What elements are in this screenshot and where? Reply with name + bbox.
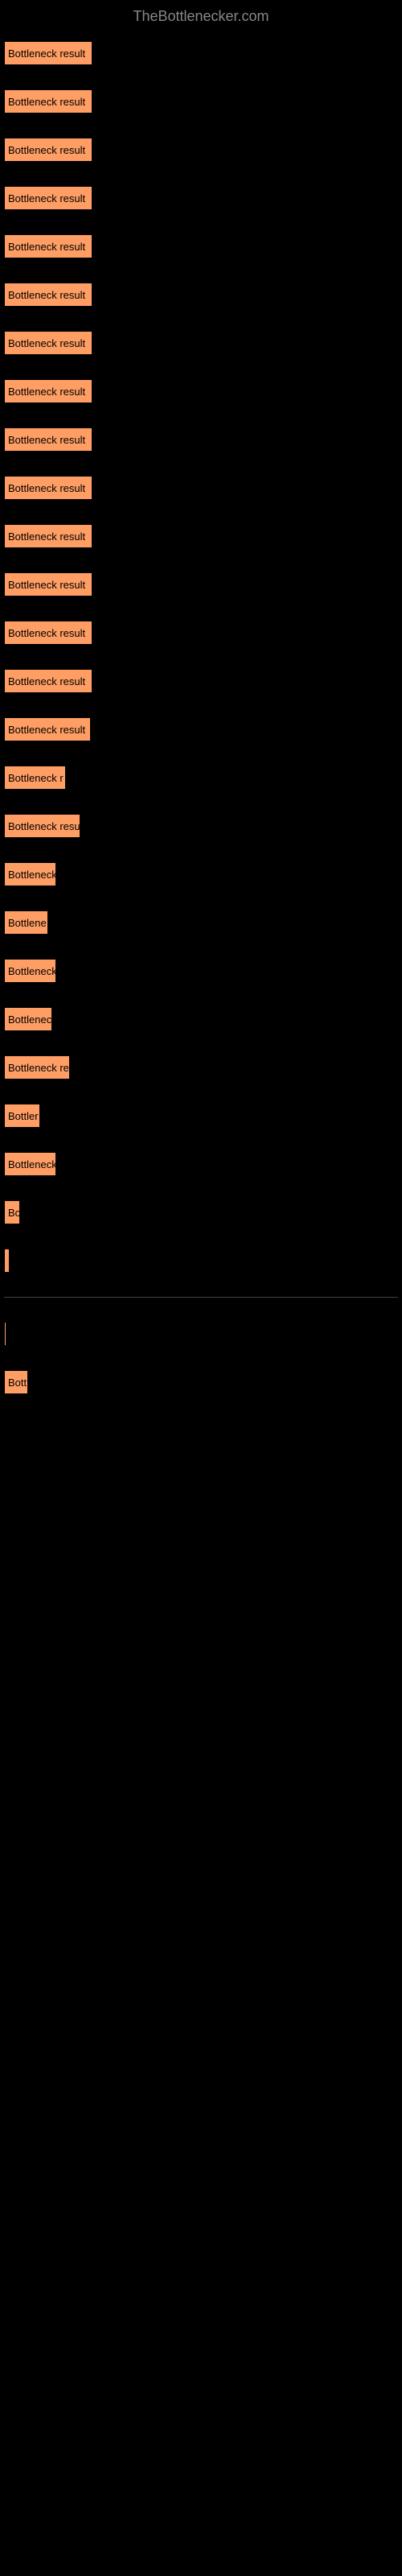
chart-bar[interactable]: Bottleneck <box>4 862 56 886</box>
bar-row: Bottleneck r <box>4 766 398 790</box>
chart-bar[interactable]: Bottleneck resu <box>4 814 80 838</box>
chart-bar[interactable]: Bottleneck <box>4 959 56 983</box>
chart-bar[interactable]: Bottleneck result <box>4 669 92 693</box>
chart-bar[interactable]: Bottleneck result <box>4 427 92 452</box>
bar-row: Bottleneck result <box>4 621 398 645</box>
bar-row: Bottleneck result <box>4 476 398 500</box>
chart-bar[interactable]: Bottleneck result <box>4 138 92 162</box>
chart-bar[interactable]: Bottlenec <box>4 1007 52 1031</box>
bar-label: Bottleneck result <box>8 675 85 687</box>
bar-label: Bottlenec <box>8 1013 51 1026</box>
chart-bar[interactable]: Bottleneck result <box>4 331 92 355</box>
bar-row: Bottleneck <box>4 1152 398 1176</box>
bar-label: Bottleneck result <box>8 724 85 736</box>
bar-row: Bottleneck result <box>4 89 398 114</box>
bar-row: Bottlene <box>4 910 398 935</box>
chart-container: Bottleneck result Bottleneck result Bottle… <box>0 41 402 1394</box>
chart-bar[interactable]: Bottleneck result <box>4 621 92 645</box>
chart-bar[interactable] <box>4 1322 6 1346</box>
bar-row: Bottler <box>4 1104 398 1128</box>
header: TheBottlenecker.com <box>0 0 402 41</box>
bar-row: Bottleneck result <box>4 427 398 452</box>
bar-label: Bottleneck result <box>8 627 85 639</box>
chart-bar[interactable]: Bottleneck result <box>4 89 92 114</box>
chart-bar[interactable]: Bottlene <box>4 910 48 935</box>
bar-row: Bottleneck result <box>4 572 398 597</box>
chart-bar[interactable]: Bottleneck <box>4 1152 56 1176</box>
bar-row: Bottleneck result <box>4 186 398 210</box>
bar-label: Bottleneck <box>8 965 56 977</box>
bar-row: Bottleneck result <box>4 331 398 355</box>
bar-label: Bottleneck resu <box>8 820 80 832</box>
bar-row <box>4 1249 398 1273</box>
bar-label: Bott <box>8 1377 27 1389</box>
chart-bar[interactable]: Bottleneck result <box>4 186 92 210</box>
bar-label: Bottleneck result <box>8 144 85 156</box>
bar-label: Bottleneck result <box>8 47 85 60</box>
chart-bar[interactable]: Bottleneck result <box>4 234 92 258</box>
bar-label: Bottleneck result <box>8 241 85 253</box>
bar-label: Bottleneck <box>8 1158 56 1170</box>
bar-label: Bottleneck result <box>8 337 85 349</box>
chart-bar[interactable]: Bottleneck result <box>4 524 92 548</box>
bar-row: Bottleneck result <box>4 379 398 403</box>
bar-label: Bottleneck result <box>8 96 85 108</box>
bar-row: Bottlenec <box>4 1007 398 1031</box>
chart-bar[interactable]: Bottleneck r <box>4 766 66 790</box>
bar-label: Bottleneck result <box>8 434 85 446</box>
bar-row: Bottleneck re <box>4 1055 398 1080</box>
bar-label: Bottleneck result <box>8 482 85 494</box>
site-title: TheBottlenecker.com <box>133 8 269 24</box>
bar-row: Bottleneck result <box>4 524 398 548</box>
bar-label: Bottleneck r <box>8 772 64 784</box>
bar-row: Bottleneck <box>4 862 398 886</box>
divider <box>4 1297 398 1298</box>
bar-row: Bott <box>4 1370 398 1394</box>
bar-row: Bo <box>4 1200 398 1224</box>
bar-row: Bottleneck <box>4 959 398 983</box>
chart-bar[interactable]: Bottler <box>4 1104 40 1128</box>
bar-label: Bottleneck result <box>8 386 85 398</box>
chart-bar[interactable] <box>4 1249 10 1273</box>
bar-row: Bottleneck result <box>4 283 398 307</box>
bar-label: Bottleneck result <box>8 192 85 204</box>
bar-label: Bottleneck <box>8 869 56 881</box>
bar-label: Bottleneck re <box>8 1062 69 1074</box>
bar-label: Bo <box>8 1207 20 1219</box>
bar-row: Bottleneck result <box>4 717 398 741</box>
chart-bar[interactable]: Bottleneck result <box>4 283 92 307</box>
chart-bar[interactable]: Bottleneck result <box>4 41 92 65</box>
bar-row: Bottleneck result <box>4 41 398 65</box>
bar-row: Bottleneck result <box>4 669 398 693</box>
bar-row: Bottleneck result <box>4 138 398 162</box>
chart-bar[interactable]: Bottleneck re <box>4 1055 70 1080</box>
chart-bar[interactable]: Bottleneck result <box>4 476 92 500</box>
bar-label: Bottleneck result <box>8 579 85 591</box>
bar-label: Bottleneck result <box>8 530 85 543</box>
bar-label: Bottler <box>8 1110 39 1122</box>
chart-bar[interactable]: Bott <box>4 1370 28 1394</box>
bar-label: Bottlene <box>8 917 47 929</box>
bar-label: Bottleneck result <box>8 289 85 301</box>
bar-row: Bottleneck resu <box>4 814 398 838</box>
chart-bar[interactable]: Bottleneck result <box>4 572 92 597</box>
chart-bar[interactable]: Bo <box>4 1200 20 1224</box>
chart-bar[interactable]: Bottleneck result <box>4 379 92 403</box>
bar-row <box>4 1322 398 1346</box>
chart-bar[interactable]: Bottleneck result <box>4 717 91 741</box>
bar-row: Bottleneck result <box>4 234 398 258</box>
